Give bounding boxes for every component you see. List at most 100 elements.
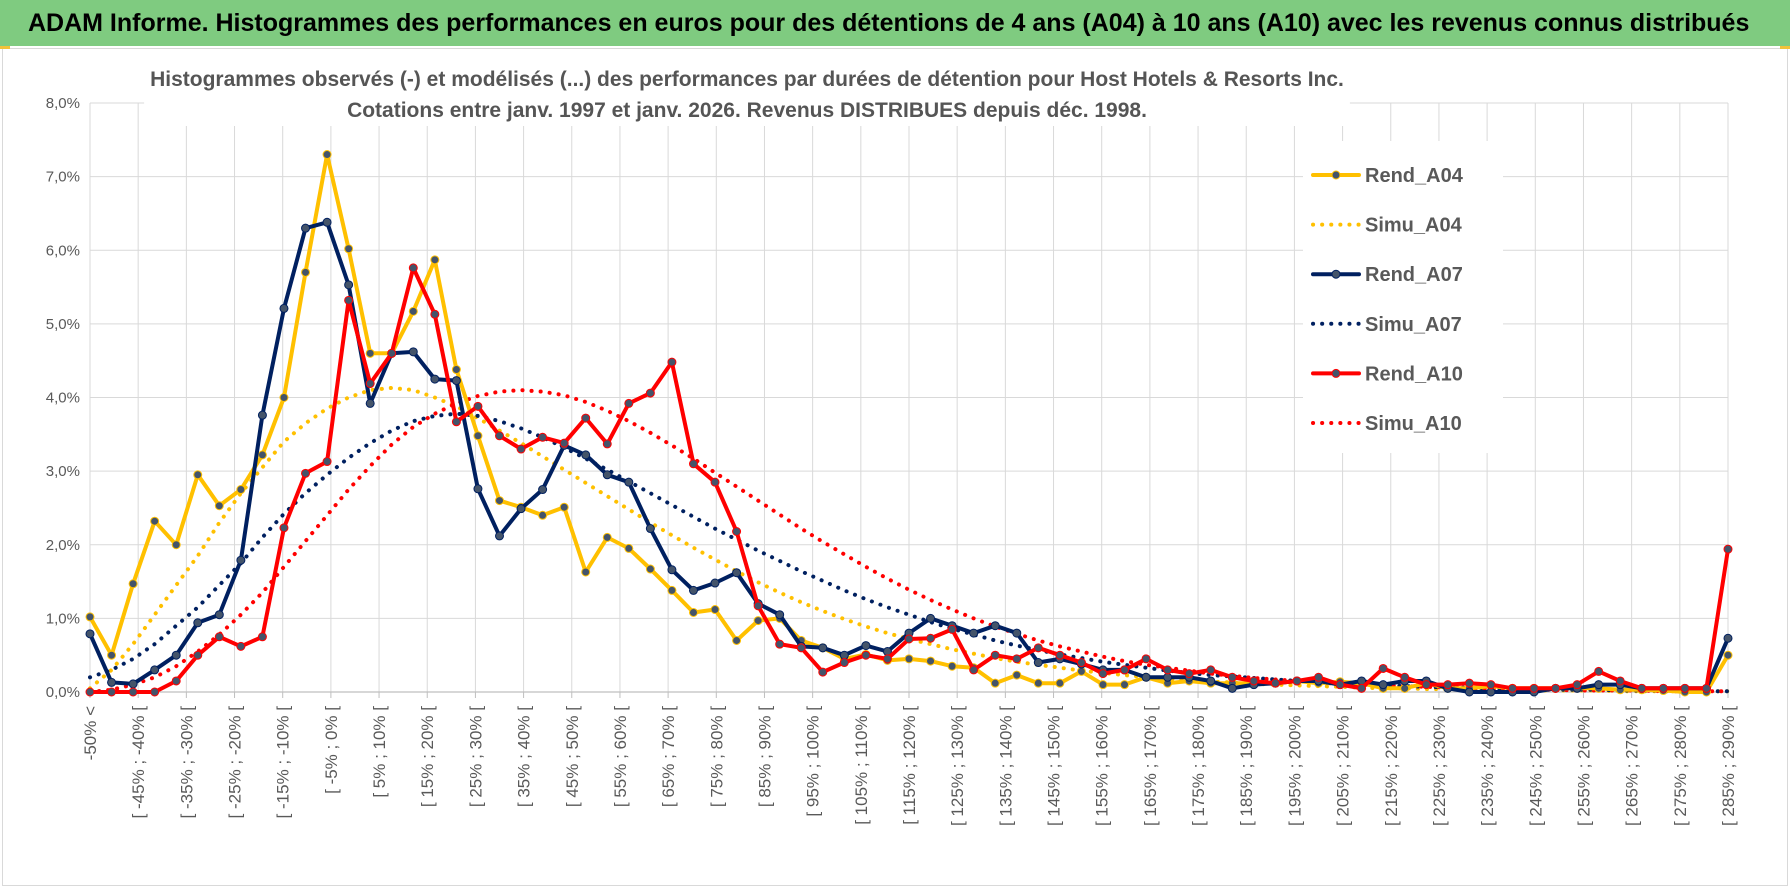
x-tick-label: [ 125% ; 130% [ [948, 706, 967, 826]
x-tick-label: [ 185% ; 190% [ [1237, 706, 1256, 826]
legend-entry[interactable]: Rend_A07 [1311, 264, 1463, 286]
x-tick-label: [ 275% ; 280% [ [1671, 706, 1690, 826]
data-point [581, 450, 591, 460]
data-point [193, 650, 203, 660]
data-point [344, 244, 354, 254]
data-point [818, 643, 828, 653]
data-point [85, 629, 95, 639]
y-tick-label: 7,0% [46, 169, 80, 186]
data-point [257, 410, 267, 420]
data-point [301, 267, 311, 277]
data-point [1378, 663, 1388, 673]
data-point [1400, 683, 1410, 693]
data-point [1098, 680, 1108, 690]
legend-entry[interactable]: Simu_A07 [1311, 314, 1462, 336]
data-point [451, 365, 461, 375]
axes: 0,0% 1,0% 2,0% 3,0% 4,0% 5,0% 6,0% 7,0% 8,0% -50%… [46, 95, 1738, 826]
data-point [473, 484, 483, 494]
legend-marker [1331, 170, 1341, 180]
legend-entry[interactable]: Simu_A10 [1311, 413, 1462, 435]
data-point [451, 376, 461, 386]
data-point [322, 150, 332, 160]
data-point [947, 624, 957, 634]
data-point [1486, 687, 1496, 697]
x-tick-label: [ 155% ; 160% [ [1093, 706, 1112, 826]
data-point [85, 687, 95, 697]
data-point [236, 555, 246, 565]
data-point [969, 628, 979, 638]
y-tick-label: 4,0% [46, 390, 80, 407]
data-point [969, 665, 979, 675]
data-point [430, 309, 440, 319]
legend-entry[interactable]: Rend_A10 [1311, 363, 1463, 385]
data-point [1033, 658, 1043, 668]
data-point [904, 654, 914, 664]
data-point [516, 444, 526, 454]
data-point [602, 439, 612, 449]
data-point [538, 432, 548, 442]
data-point [581, 413, 591, 423]
data-point [926, 613, 936, 623]
data-point [214, 610, 224, 620]
data-point [128, 679, 138, 689]
data-point [279, 303, 289, 313]
data-point [150, 687, 160, 697]
x-tick-label: [ 65% ; 70% [ [659, 706, 678, 807]
data-point [495, 431, 504, 441]
data-point [344, 295, 354, 305]
data-point [559, 438, 569, 448]
data-point [279, 523, 289, 533]
data-point [301, 468, 311, 478]
data-point [753, 601, 763, 611]
x-tick-label: [ 135% ; 140% [ [996, 706, 1015, 826]
data-point [1120, 665, 1130, 675]
data-point [904, 634, 914, 644]
data-point [150, 516, 160, 526]
data-point [732, 635, 742, 645]
y-tick-label: 0,0% [46, 684, 80, 701]
data-point [1012, 654, 1022, 664]
data-point [732, 526, 742, 536]
x-tick-label: [ 265% ; 270% [ [1623, 706, 1642, 826]
data-point [171, 650, 181, 660]
frame-corner-accent [0, 46, 10, 49]
data-point [839, 650, 849, 660]
data-point [1529, 683, 1539, 693]
legend[interactable]: Rend_A04 Simu_A04 Rend_A07 Simu_A07 Rend_A10… [1303, 141, 1503, 453]
data-point [214, 501, 224, 511]
data-point [1292, 676, 1302, 686]
x-tick-label: [ -45% ; -40% [ [129, 706, 148, 819]
data-point [818, 667, 828, 677]
data-point [645, 388, 655, 398]
legend-entry[interactable]: Rend_A04 [1311, 165, 1464, 187]
legend-label: Rend_A10 [1365, 363, 1463, 385]
x-tick-label: [ 205% ; 210% [ [1334, 706, 1353, 826]
legend-entry[interactable]: Simu_A04 [1311, 215, 1463, 237]
data-point [85, 612, 95, 622]
frame-corner-accent [1780, 46, 1790, 49]
y-tick-label: 3,0% [46, 463, 80, 480]
data-point [1055, 678, 1065, 688]
data-point [150, 665, 160, 675]
data-point [1486, 680, 1496, 690]
y-tick-label: 6,0% [46, 242, 80, 259]
x-tick-label: [ 235% ; 240% [ [1478, 706, 1497, 826]
y-tick-label: 8,0% [46, 95, 80, 112]
x-tick-label: [ 165% ; 170% [ [1141, 706, 1160, 826]
chart-title-line1: Histogrammes observés (-) et modélisés (… [150, 68, 1344, 91]
data-point [365, 379, 375, 389]
data-point [1400, 672, 1410, 682]
data-point [1615, 676, 1625, 686]
data-point [1120, 680, 1130, 690]
data-point [1723, 633, 1733, 643]
data-point [688, 585, 698, 595]
x-tick-label: [ 45% ; 50% [ [563, 706, 582, 807]
data-point [1572, 680, 1582, 690]
data-point [775, 639, 785, 649]
data-point [1270, 678, 1280, 688]
data-point [516, 504, 526, 514]
data-point [1637, 683, 1647, 693]
data-point [581, 567, 591, 577]
data-point [645, 524, 655, 534]
data-point [602, 532, 612, 542]
